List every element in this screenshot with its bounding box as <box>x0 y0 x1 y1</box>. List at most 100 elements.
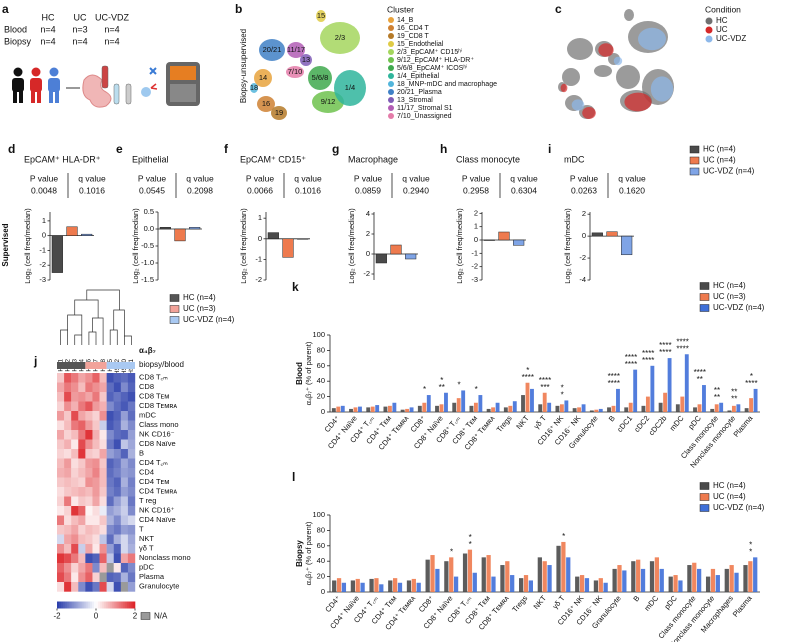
heat-cell <box>120 525 129 535</box>
y-tick-label: 2 <box>582 209 586 218</box>
row-label: CD8 <box>139 382 154 391</box>
colorbar-step <box>109 601 112 609</box>
bar <box>645 396 650 412</box>
bar <box>452 402 457 412</box>
heat-cell <box>127 401 136 412</box>
colorbar-label: -2 <box>53 612 61 621</box>
q-value: 0.2098 <box>187 185 213 195</box>
y-tick-label: 60 <box>317 361 325 370</box>
bar <box>439 404 444 412</box>
heat-cell <box>64 563 72 573</box>
heat-cell <box>99 392 107 402</box>
legend-title: Cluster <box>387 4 414 14</box>
significance: * <box>440 376 443 385</box>
heat-cell <box>92 582 100 592</box>
row-label: CD4 <box>139 468 154 477</box>
heat-cell <box>64 458 72 469</box>
bar <box>486 408 491 412</box>
colorbar-step <box>84 601 87 609</box>
legend-label: 13_Stromal <box>397 97 433 104</box>
heat-cell <box>71 544 79 554</box>
significance: **** <box>608 379 620 388</box>
bar <box>641 405 646 412</box>
bar <box>693 407 697 412</box>
y-tick-label: 80 <box>317 345 325 354</box>
heat-cell <box>64 449 72 459</box>
bar <box>456 398 461 412</box>
panel-letter: b <box>235 2 242 16</box>
bar <box>358 406 362 412</box>
heat-cell <box>99 468 107 478</box>
heat-cell <box>92 563 100 573</box>
heat-cell <box>106 553 114 564</box>
row-label: NKT <box>139 534 154 543</box>
colorbar-step <box>97 601 101 609</box>
heat-cell <box>106 392 114 402</box>
significance: * <box>475 385 478 394</box>
heat-cell <box>92 487 100 497</box>
y-tick-label: 20 <box>317 392 325 401</box>
heat-cell <box>64 468 72 478</box>
heat-cell <box>113 373 122 383</box>
p-value: 0.0048 <box>31 185 57 195</box>
heat-cell <box>85 534 93 545</box>
heat-cell <box>78 572 86 583</box>
bar <box>387 405 392 412</box>
heat-cell <box>127 477 136 488</box>
heat-cell <box>85 563 93 573</box>
heat-cell <box>85 582 93 592</box>
p-label: P value <box>570 173 598 183</box>
bar <box>486 555 491 592</box>
colorbar-step <box>58 601 62 609</box>
significance: * <box>423 385 426 394</box>
heat-cell <box>57 582 65 592</box>
heat-cell <box>71 439 79 450</box>
legend-label: UC (n=3) <box>713 292 746 301</box>
significance: **** <box>745 379 757 388</box>
heat-cell <box>71 382 79 393</box>
bar <box>51 235 63 273</box>
cluster-label: 1/4 <box>345 83 355 92</box>
panel-letter: g <box>332 142 339 156</box>
heat-cell <box>78 534 86 545</box>
heat-cell <box>127 506 136 516</box>
heat-cell <box>113 582 122 592</box>
bar <box>654 557 660 592</box>
bar <box>390 244 402 255</box>
heat-cell <box>78 477 86 488</box>
heat-cell <box>120 449 129 459</box>
colorbar-step <box>107 601 110 609</box>
bar <box>422 402 427 412</box>
legend-dot <box>388 33 394 39</box>
cluster-label: 7/10 <box>288 67 303 76</box>
heat-cell <box>106 439 114 450</box>
legend-label: 5/6/8_EpCAM⁺ ICOSʰⁱ <box>397 64 467 72</box>
legend-swatch <box>699 504 710 512</box>
p-value: 0.0859 <box>355 185 381 195</box>
heat-cell <box>99 582 107 592</box>
heat-cell <box>64 553 72 564</box>
bar <box>469 405 474 412</box>
heat-cell <box>78 458 86 469</box>
p-label: P value <box>354 173 382 183</box>
colorbar-step <box>99 601 103 609</box>
heat-cell <box>99 572 107 583</box>
legend-label: UC (n=4) <box>713 492 746 501</box>
cluster-label: 9/12 <box>321 97 336 106</box>
bar <box>649 561 655 592</box>
condition-bar <box>106 362 135 369</box>
heat-cell <box>127 468 136 478</box>
x-tick-label: γδ T <box>550 593 567 610</box>
bar <box>697 404 702 412</box>
heat-cell <box>106 582 114 592</box>
bar <box>561 541 566 592</box>
legend-swatch <box>169 305 180 313</box>
bar <box>673 575 678 592</box>
heat-cell <box>106 401 114 412</box>
bar <box>678 580 683 592</box>
legend-label: UC-VDZ (n=4) <box>703 167 755 176</box>
heat-cell <box>92 401 100 412</box>
heat-cell <box>64 572 72 583</box>
heat-cell <box>113 525 122 535</box>
